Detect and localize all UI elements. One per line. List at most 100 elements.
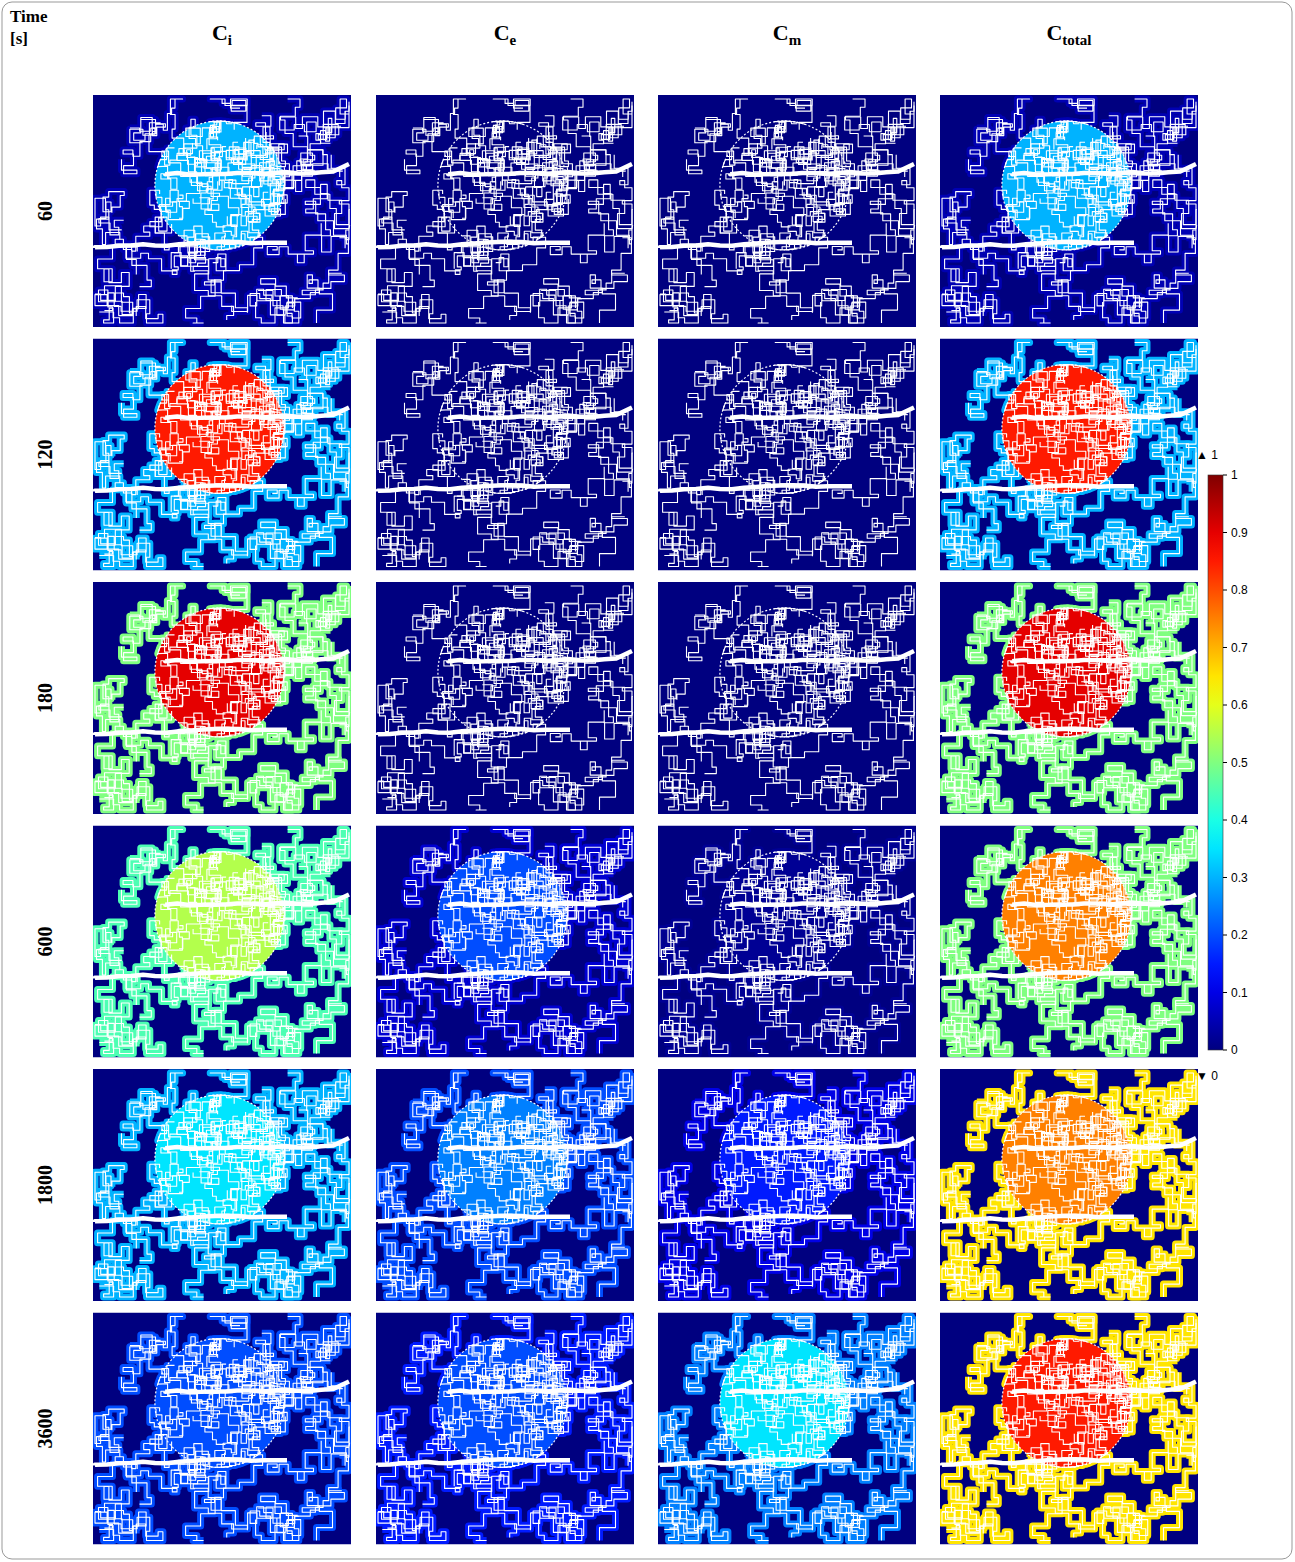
vessel (444, 638, 491, 709)
panel (93, 582, 351, 814)
vessel (664, 679, 689, 722)
vessel-halo (660, 733, 701, 787)
vessel (541, 291, 584, 324)
vessel (660, 246, 701, 300)
network-concentration (95, 99, 350, 323)
vessel (244, 136, 269, 152)
column-header: Ctotal (1046, 20, 1091, 48)
vessel (867, 760, 907, 810)
vessel-halo (1114, 479, 1192, 507)
vessel (318, 105, 349, 139)
vessel-halo (267, 722, 345, 750)
vessel (224, 183, 255, 216)
vessel (324, 99, 350, 138)
vessel (115, 224, 171, 287)
vessel (823, 534, 866, 567)
vessel (141, 343, 193, 398)
vessel (680, 467, 736, 530)
vessel (387, 536, 446, 566)
vessel (1143, 134, 1168, 192)
vessel (669, 536, 728, 566)
vessel (789, 183, 820, 216)
panel-background (658, 339, 916, 571)
vessel (664, 295, 711, 324)
vessel (306, 671, 350, 731)
vessel (302, 273, 342, 323)
vessel (1005, 391, 1024, 432)
vessel (195, 147, 222, 167)
vessel (223, 458, 257, 479)
column-header: Ce (494, 20, 517, 48)
vessel (444, 151, 491, 222)
tumor-rim (1002, 608, 1131, 737)
vessel (443, 195, 466, 218)
vessel (664, 435, 689, 478)
vessel (775, 608, 806, 620)
tumor-rim (720, 364, 849, 493)
vessel (775, 365, 806, 377)
panel (658, 339, 916, 571)
vessel (723, 635, 742, 676)
vessel (585, 273, 625, 323)
column-symbol: C (1046, 20, 1062, 45)
vessel (788, 215, 822, 236)
vessel (942, 490, 983, 544)
vessel (541, 778, 584, 811)
vessel (493, 365, 524, 377)
vessel (1042, 391, 1069, 411)
vessel-halo (660, 246, 701, 300)
vessel (382, 192, 407, 235)
vessel (699, 361, 731, 384)
vessel (809, 623, 834, 639)
vessel (122, 128, 155, 174)
vessel (441, 635, 460, 676)
vessel (99, 538, 146, 567)
vessel (1114, 479, 1192, 507)
vessel (760, 147, 787, 167)
main-vessel (730, 407, 914, 418)
vessel (962, 467, 1018, 530)
vessel (1008, 151, 1055, 222)
vessel (444, 395, 491, 466)
vessel (723, 148, 742, 189)
vessel-halo (95, 733, 136, 787)
vessel (1005, 148, 1024, 189)
tumor-concentration (720, 364, 849, 493)
panel (658, 582, 916, 814)
vessel (552, 404, 567, 458)
vessel (99, 782, 146, 811)
vessel (981, 361, 1013, 384)
tumor-rim (438, 364, 567, 493)
panel (93, 95, 351, 327)
vessel (1149, 273, 1189, 323)
vessel-halo (664, 679, 689, 722)
vessel (443, 682, 466, 705)
vessel (706, 343, 758, 398)
tumor-concentration (438, 608, 567, 737)
vessel (267, 235, 345, 263)
vessel (99, 295, 146, 324)
vessel (1042, 498, 1081, 564)
vessel (883, 592, 914, 626)
main-vessel (165, 164, 349, 175)
vessel-halo (660, 490, 701, 544)
vessel (1007, 439, 1030, 462)
vessel (1057, 365, 1088, 377)
vessel (134, 118, 166, 141)
vessel-halo (946, 192, 971, 235)
vessel (1042, 741, 1081, 807)
vessel (726, 395, 773, 466)
vessel (699, 118, 731, 141)
frame (2, 2, 1292, 1559)
panel-background (940, 339, 1198, 571)
vessel (788, 458, 822, 479)
vessel (725, 682, 748, 705)
vessel (507, 426, 538, 459)
panel (940, 95, 1198, 327)
panel (376, 95, 634, 327)
vessel (1153, 671, 1197, 731)
column-symbol: C (773, 20, 789, 45)
vessel (296, 377, 321, 435)
main-vessel (95, 242, 287, 248)
panel-background (93, 95, 351, 327)
